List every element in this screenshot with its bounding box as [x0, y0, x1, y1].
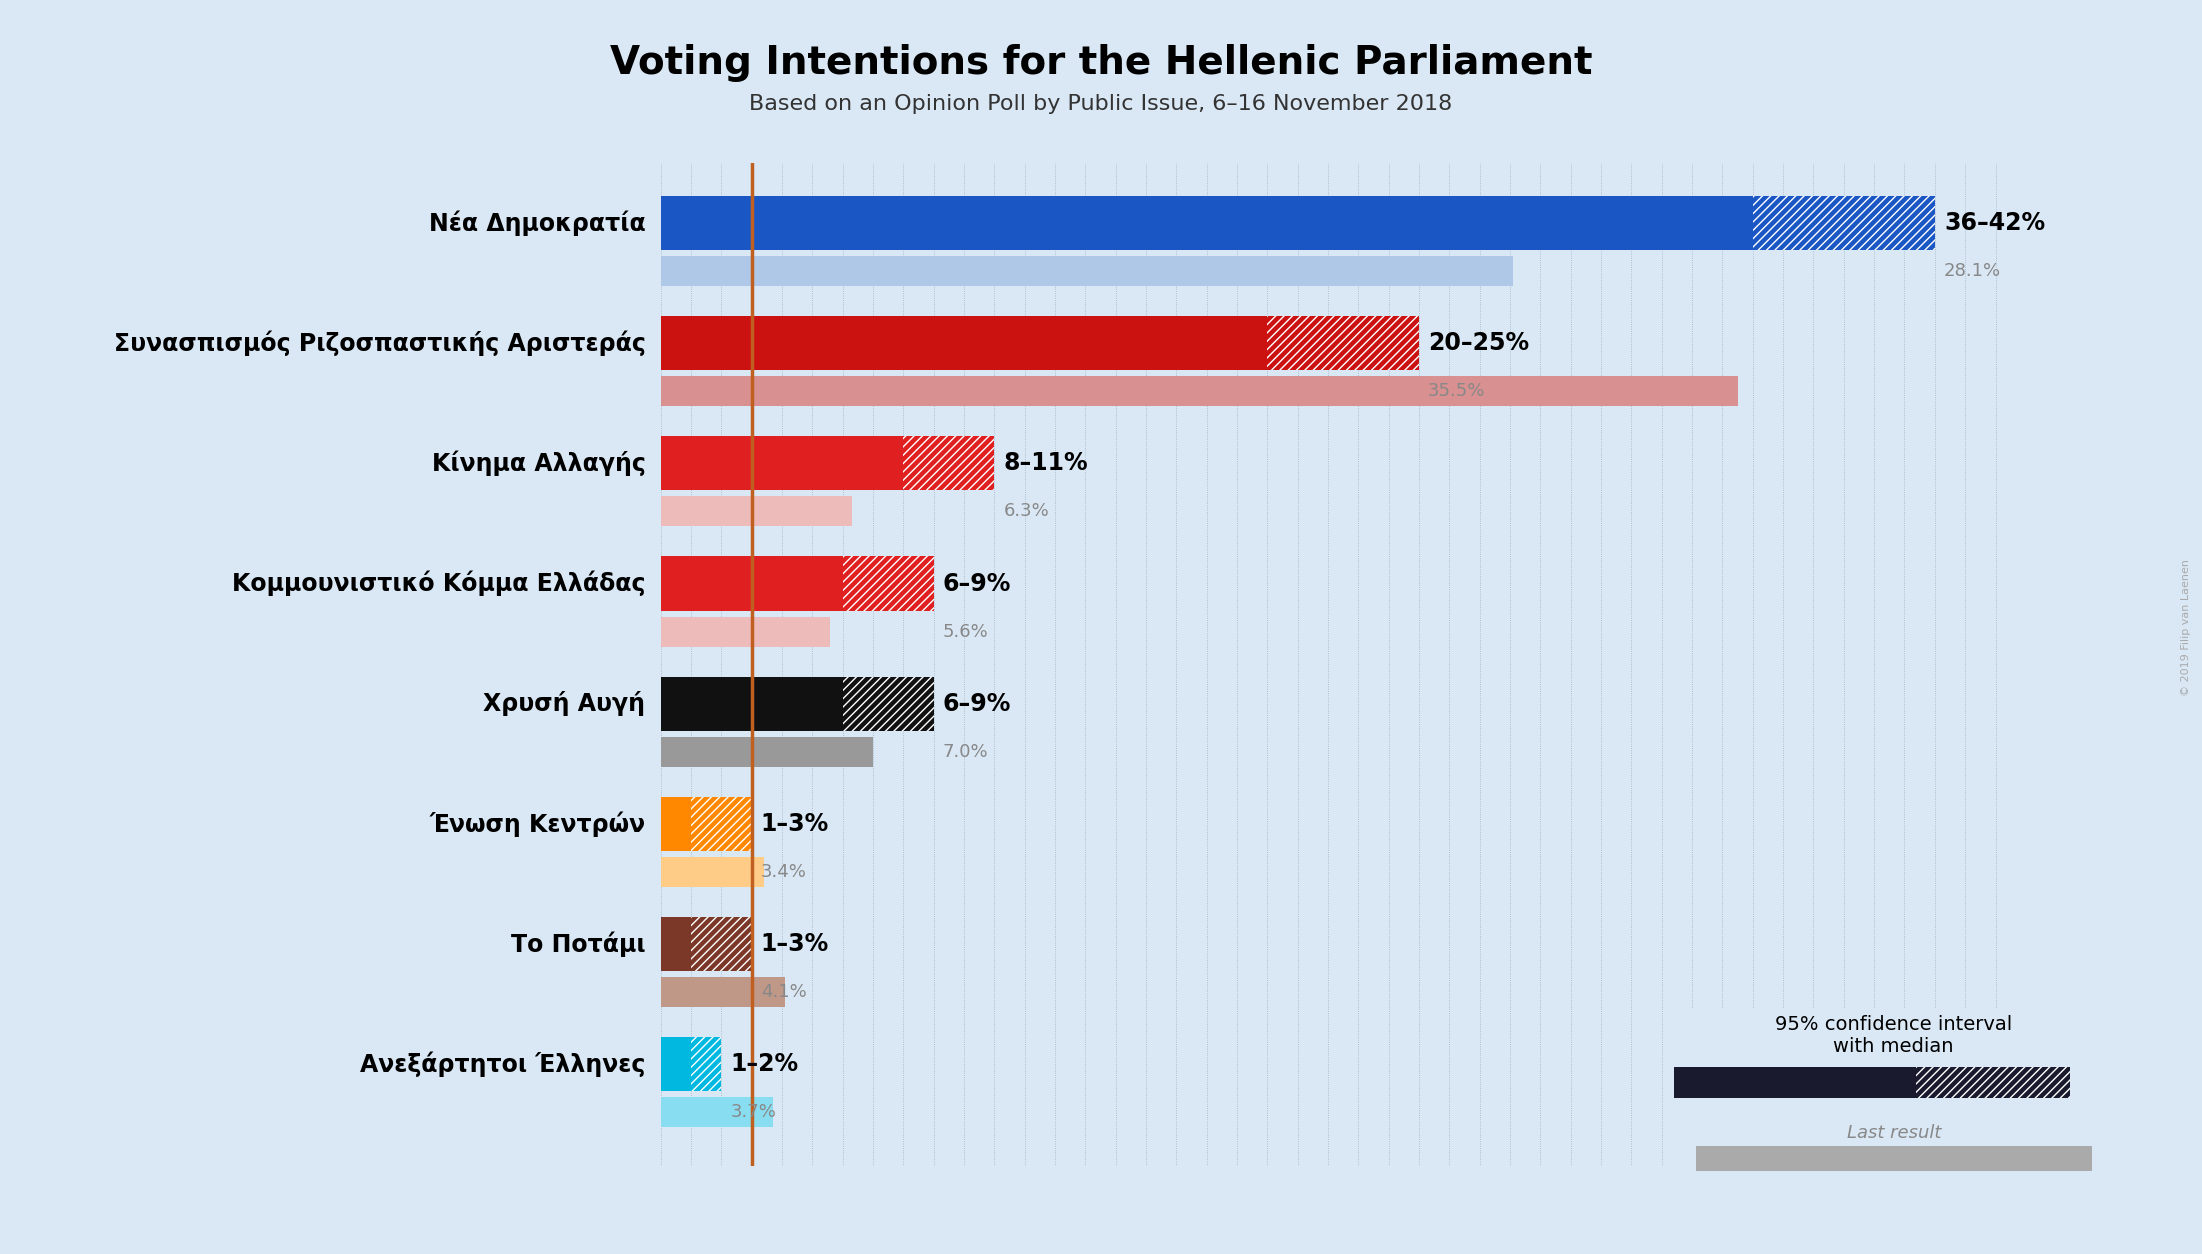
Text: Κίνημα Αλλαγής: Κίνημα Αλλαγής [432, 450, 645, 477]
Bar [843, 677, 934, 731]
Bar [661, 1097, 773, 1127]
Bar [691, 1037, 722, 1091]
Text: 36–42%: 36–42% [1944, 211, 2046, 234]
Bar [661, 436, 903, 490]
Text: 6.3%: 6.3% [1004, 503, 1048, 520]
Text: 3.4%: 3.4% [760, 863, 806, 880]
Bar [691, 1037, 722, 1091]
Text: Συνασπισμός Ριζοσπαστικής Αριστεράς: Συνασπισμός Ριζοσπαστικής Αριστεράς [115, 331, 645, 356]
Bar [1753, 196, 1936, 250]
Bar [661, 617, 830, 647]
Text: © 2019 Filip van Laenen: © 2019 Filip van Laenen [2180, 558, 2191, 696]
Bar [691, 917, 751, 971]
Text: Χρυσή Αυγή: Χρυσή Αυγή [484, 691, 645, 716]
Text: Last result: Last result [1847, 1124, 1940, 1142]
Bar [903, 436, 995, 490]
Bar [661, 497, 852, 527]
Bar [1916, 1067, 2070, 1097]
Text: 1–2%: 1–2% [731, 1052, 799, 1076]
Bar [1268, 316, 1418, 370]
Bar [1674, 1067, 1916, 1097]
Text: 6–9%: 6–9% [942, 692, 1011, 716]
Bar [1268, 316, 1418, 370]
Text: Ανεξάρτητοι Έλληνες: Ανεξάρτητοι Έλληνες [361, 1051, 645, 1077]
Bar [661, 736, 872, 766]
Bar [903, 436, 995, 490]
Bar [1753, 196, 1936, 250]
Bar [661, 557, 843, 611]
Text: Το Ποτάμι: Το Ποτάμι [511, 932, 645, 957]
Bar [661, 376, 1737, 406]
Text: Based on an Opinion Poll by Public Issue, 6–16 November 2018: Based on an Opinion Poll by Public Issue… [749, 94, 1453, 114]
Text: 3.7%: 3.7% [731, 1104, 777, 1121]
Bar [661, 677, 843, 731]
Bar [661, 977, 784, 1007]
Bar [691, 796, 751, 851]
Bar [691, 917, 751, 971]
Text: 5.6%: 5.6% [942, 622, 989, 641]
Bar [1696, 1146, 2092, 1171]
Bar [843, 557, 934, 611]
Text: Νέα Δημοκρατία: Νέα Δημοκρατία [429, 211, 645, 236]
Text: Κομμουνιστικό Κόμμα Ελλάδας: Κομμουνιστικό Κόμμα Ελλάδας [231, 571, 645, 596]
Bar [691, 796, 751, 851]
Bar [661, 256, 1513, 286]
Text: 28.1%: 28.1% [1944, 262, 2002, 280]
Text: 6–9%: 6–9% [942, 572, 1011, 596]
Text: 8–11%: 8–11% [1004, 451, 1088, 475]
Text: Ένωση Κεντρών: Ένωση Κεντρών [429, 811, 645, 836]
Bar [661, 1037, 691, 1091]
Bar [843, 677, 934, 731]
Bar [661, 917, 691, 971]
Bar [1916, 1067, 2070, 1097]
Text: 7.0%: 7.0% [942, 742, 989, 761]
Bar [661, 316, 1268, 370]
Bar [843, 557, 934, 611]
Text: 1–3%: 1–3% [760, 932, 828, 956]
Text: 35.5%: 35.5% [1429, 382, 1486, 400]
Bar [661, 796, 691, 851]
Text: 95% confidence interval
with median: 95% confidence interval with median [1775, 1014, 2013, 1056]
Bar [661, 856, 764, 887]
Bar [661, 196, 1753, 250]
Text: Voting Intentions for the Hellenic Parliament: Voting Intentions for the Hellenic Parli… [610, 44, 1592, 82]
Text: 4.1%: 4.1% [760, 983, 806, 1001]
Text: 1–3%: 1–3% [760, 811, 828, 836]
Text: 20–25%: 20–25% [1429, 331, 1530, 355]
